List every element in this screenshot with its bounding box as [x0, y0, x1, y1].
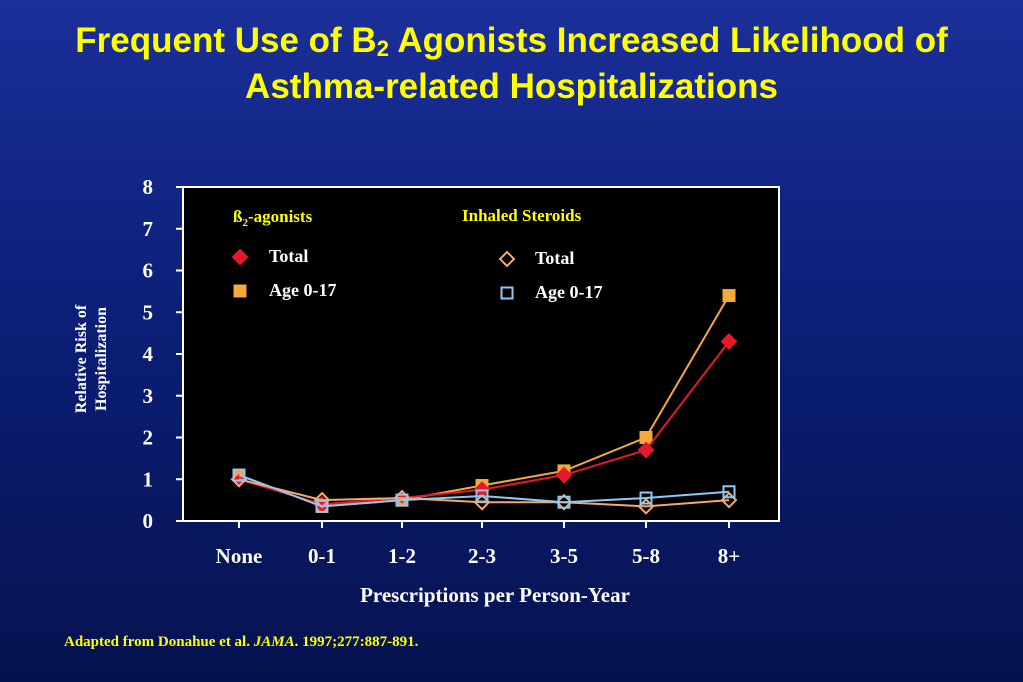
title-line-2: Asthma-related Hospitalizations [245, 67, 778, 106]
legend-label: Total [535, 248, 574, 268]
plot-area [182, 186, 780, 522]
y-tick-label: 3 [143, 384, 154, 408]
data-point [557, 495, 571, 509]
x-tick-label: 0-1 [308, 544, 336, 568]
x-tick-label: 8+ [718, 544, 740, 568]
y-tick-label: 2 [143, 426, 154, 450]
data-point [639, 431, 653, 444]
legend-label: Total [269, 246, 308, 266]
x-tick-label: None [216, 544, 263, 568]
legend-marker [231, 248, 249, 266]
citation: Adapted from Donahue et al. JAMA. 1997;2… [64, 634, 419, 650]
slide-title: Frequent Use of B2 Agonists Increased Li… [0, 18, 1023, 110]
x-axis-title: Prescriptions per Person-Year [360, 583, 630, 607]
y-tick-label: 5 [143, 300, 154, 324]
series-steroid-age-0-17 [232, 468, 736, 513]
legend-group-title-steroids: Inhaled Steroids [462, 206, 582, 225]
x-tick-label: 2-3 [468, 544, 496, 568]
title-line-1: Frequent Use of B2 Agonists Increased Li… [75, 21, 948, 61]
series-line [238, 474, 730, 508]
legend-marker [498, 250, 516, 268]
data-point [395, 493, 409, 507]
data-point [639, 491, 653, 505]
data-point [232, 468, 246, 482]
x-tick-label: 1-2 [388, 544, 416, 568]
data-point [722, 485, 736, 499]
legend-marker [233, 284, 247, 298]
legend-group-title-beta: ß2-agonists [233, 207, 313, 229]
y-tick-label: 1 [143, 467, 154, 491]
legend-label: Age 0-17 [535, 282, 602, 302]
y-tick-label: 0 [143, 509, 154, 533]
y-tick-label: 4 [143, 342, 154, 366]
data-point [722, 289, 736, 303]
y-tick-label: 6 [143, 259, 154, 283]
x-tick-label: 3-5 [550, 544, 578, 568]
x-tick-label: 5-8 [632, 544, 660, 568]
data-point [720, 333, 738, 350]
y-axis-title: Relative Risk of Hospitalization [73, 304, 110, 413]
data-point [475, 489, 489, 503]
y-axis-title-line-2: Hospitalization [93, 307, 110, 411]
legend: ß2-agonists Inhaled Steroids Total Age 0-17… [231, 206, 602, 302]
y-tick-label: 7 [143, 217, 154, 241]
data-point [315, 499, 329, 513]
legend-marker [500, 286, 514, 300]
legend-label: Age 0-17 [269, 280, 336, 300]
y-axis-title-line-1: Relative Risk of [73, 304, 90, 413]
data-point [637, 441, 655, 459]
data-point [555, 466, 573, 484]
y-tick-label: 8 [143, 175, 154, 199]
